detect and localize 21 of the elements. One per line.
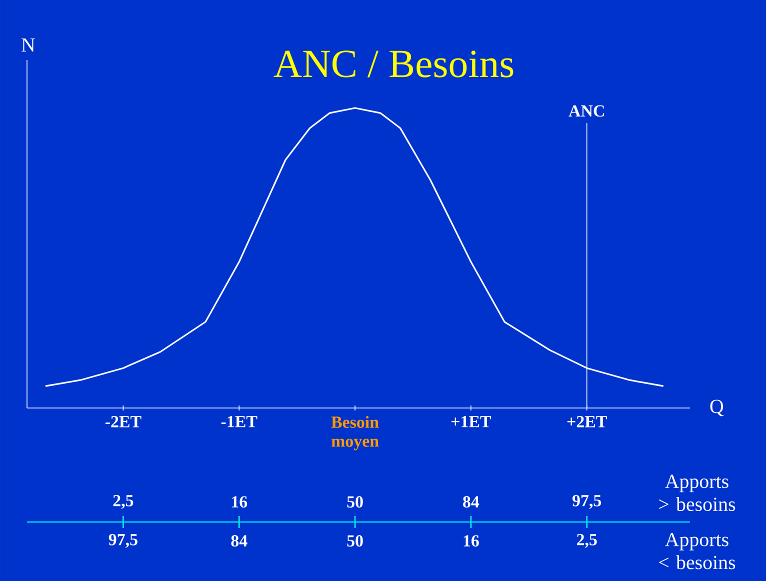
- text: 2,5: [576, 534, 597, 548]
- ref-line-label: ANC: [568, 105, 604, 117]
- x-tick-label: +2ET: [567, 416, 607, 428]
- x-axis-title: Q: [710, 400, 724, 416]
- x-tick-label: Besoin moyen: [331, 416, 379, 450]
- text: 16: [464, 535, 479, 547]
- text: Apports < besoins: [659, 532, 736, 570]
- x-tick-label: -1ET: [221, 416, 258, 428]
- chart-title: ANC / Besoins: [274, 50, 514, 78]
- text: 84: [463, 496, 480, 508]
- text: 50: [347, 535, 363, 547]
- x-tick-label: +1ET: [451, 416, 492, 428]
- x-tick-label: -2ET: [105, 416, 142, 428]
- text: 16: [232, 496, 248, 508]
- text: 97,5: [572, 494, 602, 509]
- text: 97,5: [108, 534, 138, 548]
- y-axis-title: N: [22, 38, 35, 52]
- text: Apports > besoins: [659, 474, 736, 512]
- text: 50: [347, 496, 363, 508]
- text: 2,5: [113, 494, 134, 509]
- text: 84: [231, 535, 248, 547]
